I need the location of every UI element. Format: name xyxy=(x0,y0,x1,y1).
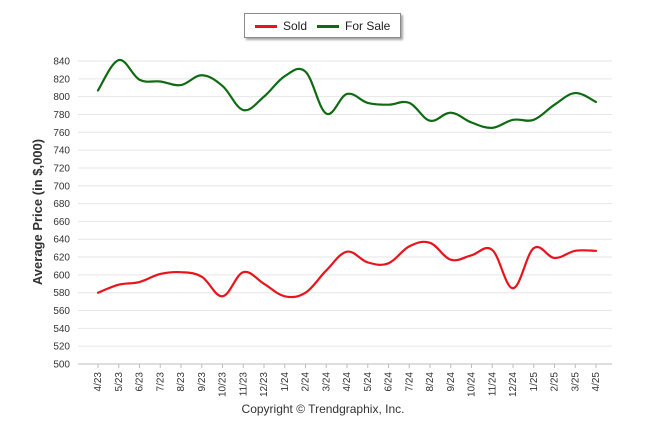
y-tick-label: 820 xyxy=(53,74,70,85)
legend-label-sold: Sold xyxy=(283,19,308,33)
x-tick-label: 12/23 xyxy=(259,372,270,397)
x-tick-label: 9/23 xyxy=(197,372,208,392)
x-tick-label: 12/24 xyxy=(508,372,519,397)
y-tick-labels: 500 520 540 560 580 600 620 640 660 680 700 720 740 7… xyxy=(53,57,70,371)
x-tick-label: 8/24 xyxy=(425,372,436,392)
y-tick-label: 540 xyxy=(53,324,70,335)
y-tick-label: 840 xyxy=(53,57,70,68)
legend-label-for-sale: For Sale xyxy=(345,19,391,33)
x-tick-label: 6/23 xyxy=(135,372,146,392)
y-axis-label: Average Price (in $,000) xyxy=(30,139,45,285)
series-lines xyxy=(96,59,598,299)
x-tick-label: 5/24 xyxy=(363,372,374,392)
x-tick-label: 7/24 xyxy=(404,372,415,392)
legend: Sold For Sale xyxy=(244,13,401,38)
x-tick-label: 1/24 xyxy=(280,372,291,392)
grid-lines xyxy=(78,60,612,347)
y-tick-label: 640 xyxy=(53,235,70,246)
x-tick-label: 11/24 xyxy=(487,372,498,397)
x-tick-label: 4/25 xyxy=(591,372,602,392)
legend-item-for-sale[interactable]: For Sale xyxy=(317,17,390,35)
series-line-sold xyxy=(96,240,598,299)
copyright-text: Copyright © Trendgraphix, Inc. xyxy=(241,402,405,416)
x-tick-label: 6/24 xyxy=(384,372,395,392)
y-tick-label: 680 xyxy=(53,199,70,210)
y-tick-label: 580 xyxy=(53,288,70,299)
series-line-for-sale xyxy=(96,59,598,129)
y-tick-label: 740 xyxy=(53,146,70,157)
y-tick-label: 560 xyxy=(53,306,70,317)
y-tick-label: 720 xyxy=(53,163,70,174)
x-tick-label: 10/24 xyxy=(467,372,478,397)
legend-swatch-for-sale xyxy=(317,24,339,28)
x-tick-label: 7/23 xyxy=(155,372,166,392)
x-tick-label: 1/25 xyxy=(529,372,540,392)
x-tick-label: 2/24 xyxy=(301,372,312,392)
y-tick-label: 620 xyxy=(53,253,70,264)
y-tick-label: 660 xyxy=(53,217,70,228)
x-tick-label: 9/24 xyxy=(446,372,457,392)
y-tick-label: 700 xyxy=(53,181,70,192)
y-tick-label: 800 xyxy=(53,92,70,103)
y-tick-label: 780 xyxy=(53,110,70,121)
y-tick-label: 500 xyxy=(53,360,70,371)
x-tick-label: 2/25 xyxy=(550,372,561,392)
x-tick-label: 8/23 xyxy=(176,372,187,392)
legend-item-sold[interactable]: Sold xyxy=(255,17,307,35)
x-tick-label: 3/25 xyxy=(570,372,581,392)
x-tick-label: 5/23 xyxy=(114,372,125,392)
x-tick-label: 4/23 xyxy=(93,372,104,392)
x-tick-labels: 4/23 5/23 6/23 7/23 8/23 9/23 10/23 11/23 12/23 1… xyxy=(93,364,602,397)
legend-swatch-sold xyxy=(255,24,277,28)
x-tick-label: 4/24 xyxy=(342,372,353,392)
x-tick-label: 10/23 xyxy=(218,372,229,397)
y-tick-label: 520 xyxy=(53,342,70,353)
y-tick-label: 600 xyxy=(53,270,70,281)
x-tick-label: 11/23 xyxy=(238,372,249,397)
y-tick-label: 760 xyxy=(53,128,70,139)
x-tick-label: 3/24 xyxy=(321,372,332,392)
